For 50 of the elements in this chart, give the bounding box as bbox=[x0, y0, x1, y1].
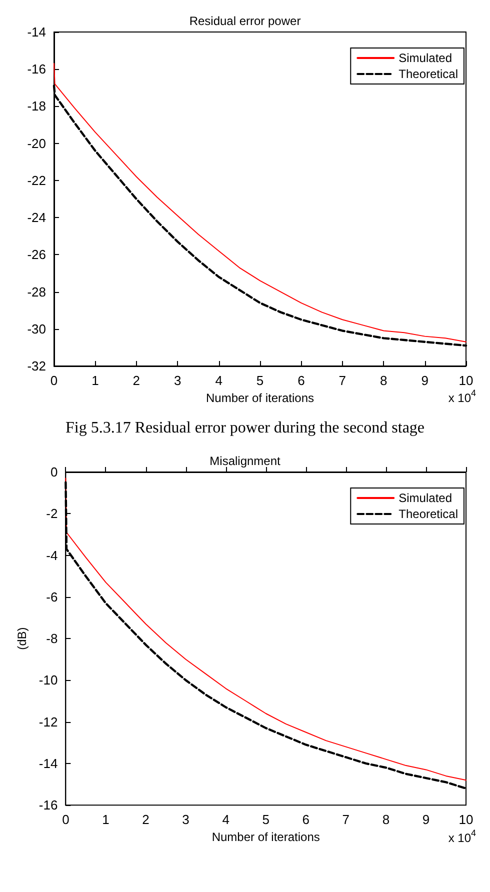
y-tick-label: -20 bbox=[27, 136, 46, 151]
x-tick-label: 7 bbox=[342, 812, 350, 828]
x-tick-label: 0 bbox=[62, 812, 70, 828]
y-tick-label: -4 bbox=[46, 548, 58, 563]
y-tick-label: -30 bbox=[27, 321, 46, 336]
y-tick-label: -8 bbox=[46, 631, 58, 646]
x-tick-label: 10 bbox=[458, 812, 474, 828]
y-tick-label: -28 bbox=[27, 284, 46, 300]
x-tick-label: 7 bbox=[338, 373, 346, 388]
x-tick-label: 2 bbox=[142, 812, 150, 828]
y-tick-label: -16 bbox=[27, 62, 46, 77]
y-tick-label: -32 bbox=[27, 358, 46, 374]
x-tick-label: 4 bbox=[222, 812, 230, 828]
legend-label: Theoretical bbox=[398, 67, 458, 81]
y-tick-label: 0 bbox=[50, 464, 58, 480]
y-tick-label: -2 bbox=[46, 506, 58, 522]
y-tick-label: -24 bbox=[27, 210, 46, 226]
x-tick-label: 8 bbox=[380, 373, 388, 388]
y-tick-label: -16 bbox=[38, 798, 58, 813]
x-tick-label: 8 bbox=[382, 812, 390, 828]
x-tick-label: 9 bbox=[421, 373, 428, 388]
x-axis-title: Number of iterations bbox=[206, 390, 314, 405]
x-tick-label: 5 bbox=[262, 812, 270, 828]
legend-label: Simulated bbox=[398, 491, 452, 505]
x-tick-label: 2 bbox=[132, 373, 140, 388]
chart-title: Residual error power bbox=[189, 14, 301, 28]
chart-title: Misalignment bbox=[210, 454, 282, 468]
y-tick-label: -14 bbox=[27, 24, 46, 40]
x-axis-title: Number of iterations bbox=[212, 830, 320, 844]
x-tick-label: 3 bbox=[182, 812, 190, 828]
x-tick-label: 3 bbox=[174, 373, 182, 388]
y-tick-label: -14 bbox=[38, 756, 58, 771]
y-axis-title: (dB) bbox=[15, 627, 29, 650]
legend-label: Theoretical bbox=[398, 507, 458, 521]
y-tick-label: -12 bbox=[38, 714, 58, 730]
x-tick-label: 6 bbox=[302, 812, 310, 828]
x-tick-label: 9 bbox=[422, 812, 430, 828]
x-tick-label: 6 bbox=[298, 373, 305, 388]
caption: Fig 5.3.17 Residual error power during the second stage bbox=[65, 420, 425, 436]
y-tick-label: -6 bbox=[46, 589, 58, 604]
x-tick-label: 5 bbox=[256, 373, 264, 388]
y-tick-label: -22 bbox=[27, 172, 46, 188]
x-tick-label: 10 bbox=[458, 373, 474, 388]
y-tick-label: -18 bbox=[27, 98, 46, 114]
y-tick-label: -26 bbox=[27, 247, 46, 262]
x-tick-label: 1 bbox=[102, 812, 110, 828]
x-tick-label: 1 bbox=[92, 373, 99, 388]
x-tick-label: 4 bbox=[215, 373, 222, 388]
legend-label: Simulated bbox=[398, 51, 452, 65]
y-tick-label: -10 bbox=[38, 672, 58, 688]
